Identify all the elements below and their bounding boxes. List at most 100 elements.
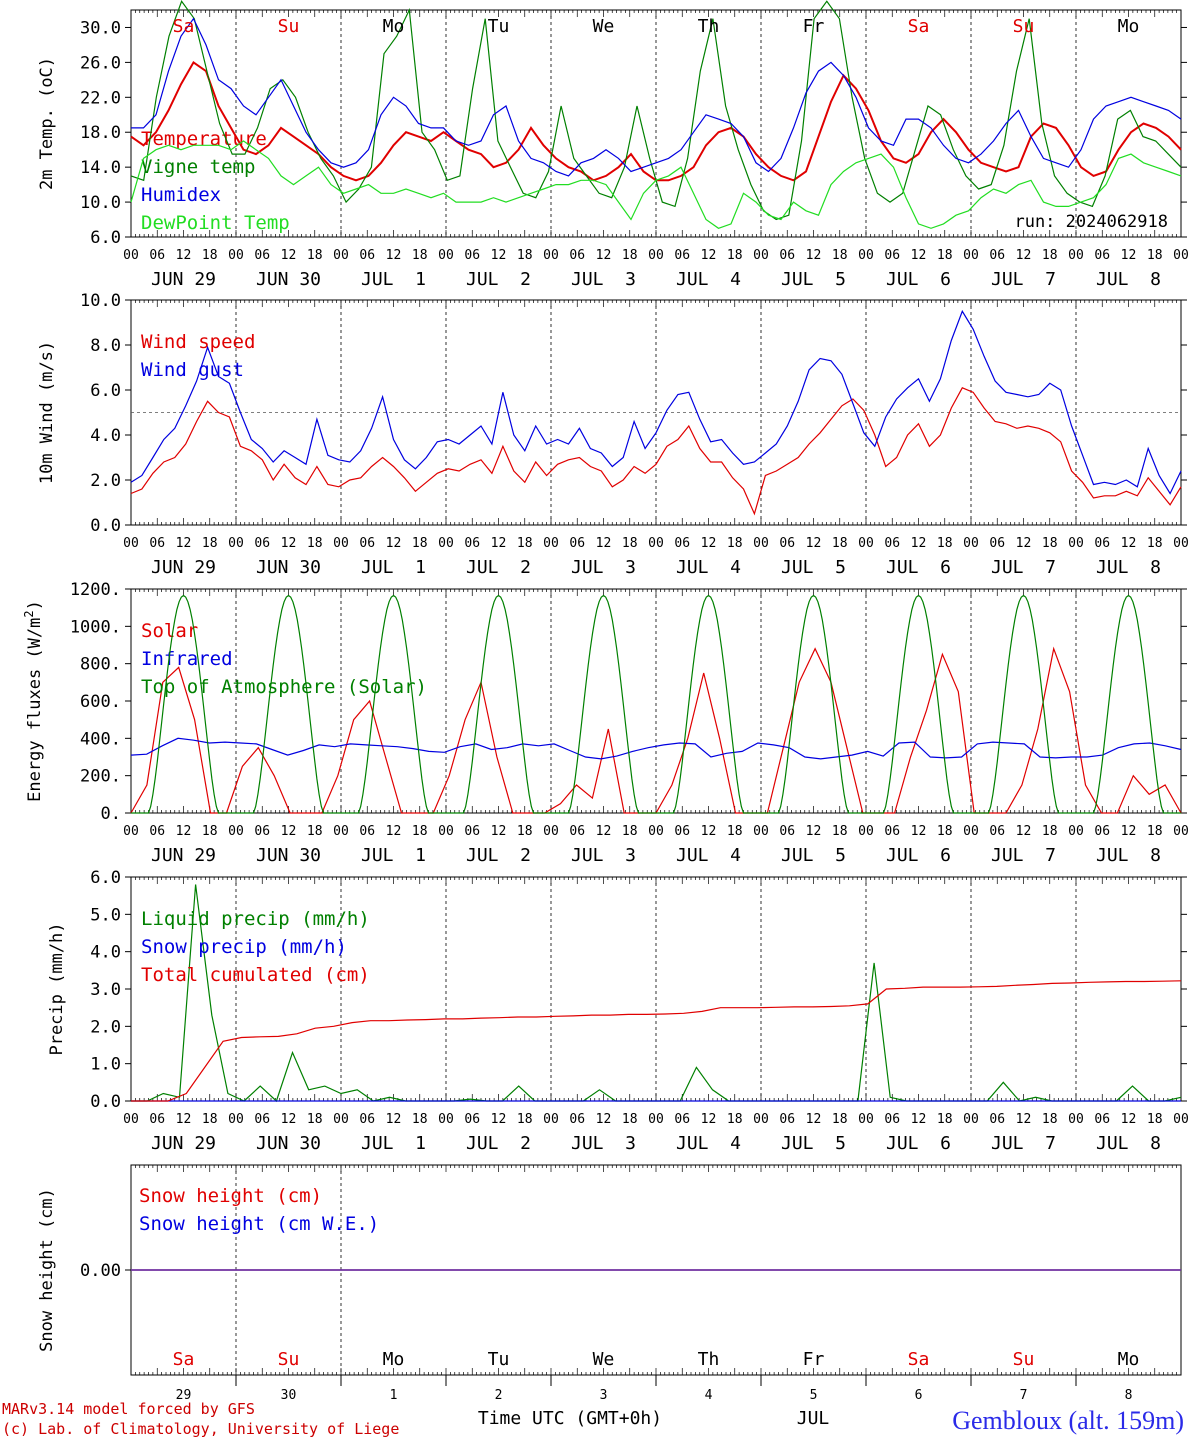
day-number-label: 7 <box>1020 1388 1028 1403</box>
hour-label: 00 <box>753 248 769 263</box>
hour-label: 06 <box>464 536 480 551</box>
hour-label: 18 <box>202 248 218 263</box>
y-tick-label: 14.0 <box>80 158 121 178</box>
hour-label: 00 <box>648 1112 664 1127</box>
hour-label: 00 <box>543 536 559 551</box>
legend-entry: Humidex <box>141 184 221 206</box>
date-label: JUL 1 <box>361 269 426 290</box>
date-label: JUL 5 <box>781 269 846 290</box>
hour-label: 00 <box>543 824 559 839</box>
hour-label: 18 <box>517 824 533 839</box>
hour-label: 18 <box>202 1112 218 1127</box>
y-tick-label: 18.0 <box>80 123 121 143</box>
day-number-label: 3 <box>600 1388 608 1403</box>
date-label: JUL 1 <box>361 1133 426 1154</box>
hour-label: 12 <box>386 1112 402 1127</box>
hour-label: 00 <box>648 248 664 263</box>
hour-label: 00 <box>333 248 349 263</box>
hour-label: 06 <box>569 248 585 263</box>
footer-model: MARv3.14 model forced by GFS <box>2 1400 255 1418</box>
hour-label: 00 <box>438 824 454 839</box>
hour-label: 12 <box>281 248 297 263</box>
date-label: JUL 5 <box>781 845 846 866</box>
hour-label: 00 <box>648 824 664 839</box>
hour-label: 06 <box>1094 1112 1110 1127</box>
day-number-label: 30 <box>281 1388 297 1403</box>
hour-label: 00 <box>753 536 769 551</box>
date-label: JUN 29 <box>151 269 216 290</box>
hour-label: 18 <box>622 824 638 839</box>
chart-panel-1: 6.0 10.0 14.0 18.0 22.0 26.0 30.0 2m Temp. (oC)… <box>37 0 1187 248</box>
weekday-label: Su <box>278 16 300 37</box>
hour-label: 06 <box>254 248 270 263</box>
date-label: JUN 29 <box>151 1133 216 1154</box>
date-label: JUL 8 <box>1096 269 1161 290</box>
chart-panel-3: 0. 200. 400. 600. 800. 1000. 1200. Energy fluxe… <box>22 580 1187 824</box>
hour-label: 18 <box>832 248 848 263</box>
weekday-label: We <box>593 16 615 37</box>
date-label: JUN 29 <box>151 557 216 578</box>
hour-label: 18 <box>832 824 848 839</box>
hour-label: 18 <box>1147 248 1163 263</box>
hour-label: 12 <box>281 824 297 839</box>
hour-label: 12 <box>176 824 192 839</box>
date-label: JUL 4 <box>676 269 741 290</box>
weekday-label: Mo <box>1118 16 1140 37</box>
hour-label: 12 <box>176 1112 192 1127</box>
date-label: JUL 6 <box>886 557 951 578</box>
hour-label: 12 <box>1121 1112 1137 1127</box>
hour-label: 18 <box>622 536 638 551</box>
hour-label: 00 <box>1068 1112 1084 1127</box>
hour-label: 12 <box>1121 248 1137 263</box>
hour-label: 12 <box>806 248 822 263</box>
date-label: JUL 6 <box>886 845 951 866</box>
hour-label: 12 <box>911 824 927 839</box>
hour-label: 12 <box>806 824 822 839</box>
legend-entry: Snow height (cm) <box>139 1185 322 1207</box>
y-axis-label: 2m Temp. (oC) <box>37 57 57 190</box>
station-name: Gembloux (alt. 159m) <box>952 1406 1184 1435</box>
hour-label: 12 <box>701 1112 717 1127</box>
chart-panel-2: 0.0 2.0 4.0 6.0 8.0 10.0 10m Wind (m/s) Wind sp… <box>37 291 1187 536</box>
hour-label: 00 <box>228 824 244 839</box>
date-label: JUL 3 <box>571 1133 636 1154</box>
legend-entry: Snow precip (mm/h) <box>141 936 347 958</box>
hour-label: 12 <box>176 248 192 263</box>
hour-label: 12 <box>1121 536 1137 551</box>
hour-label: 00 <box>123 248 139 263</box>
y-tick-label: 200. <box>80 767 121 787</box>
hour-label: 12 <box>491 824 507 839</box>
hour-label: 12 <box>1016 1112 1032 1127</box>
date-label: JUL 8 <box>1096 557 1161 578</box>
hour-label: 06 <box>884 536 900 551</box>
hour-label: 12 <box>596 536 612 551</box>
series-line <box>130 387 1182 516</box>
hour-label: 00 <box>963 1112 979 1127</box>
date-label: JUL 5 <box>781 1133 846 1154</box>
hour-label: 06 <box>989 824 1005 839</box>
date-label: JUL 7 <box>991 1133 1056 1154</box>
legend-entry: Wind speed <box>141 331 255 353</box>
hour-label: 18 <box>412 536 428 551</box>
date-label: JUL 5 <box>781 557 846 578</box>
hour-label: 06 <box>149 536 165 551</box>
day-number-label: 4 <box>705 1388 713 1403</box>
hour-label: 12 <box>701 536 717 551</box>
weekday-label: Mo <box>383 1349 405 1370</box>
date-label: JUL 4 <box>676 1133 741 1154</box>
hour-label: 00 <box>228 248 244 263</box>
date-label: JUL 4 <box>676 557 741 578</box>
weekday-label: Su <box>278 1349 300 1370</box>
weekday-label: Mo <box>383 16 405 37</box>
hour-label: 06 <box>254 536 270 551</box>
hour-label: 12 <box>1016 248 1032 263</box>
month-label: JUL <box>797 1408 830 1429</box>
hour-label: 06 <box>359 1112 375 1127</box>
y-axis-label: 10m Wind (m/s) <box>37 341 57 484</box>
hour-label: 06 <box>884 824 900 839</box>
y-tick-label: 30.0 <box>80 18 121 38</box>
hour-label: 06 <box>779 248 795 263</box>
hour-label: 00 <box>858 824 874 839</box>
date-label: JUL 1 <box>361 557 426 578</box>
